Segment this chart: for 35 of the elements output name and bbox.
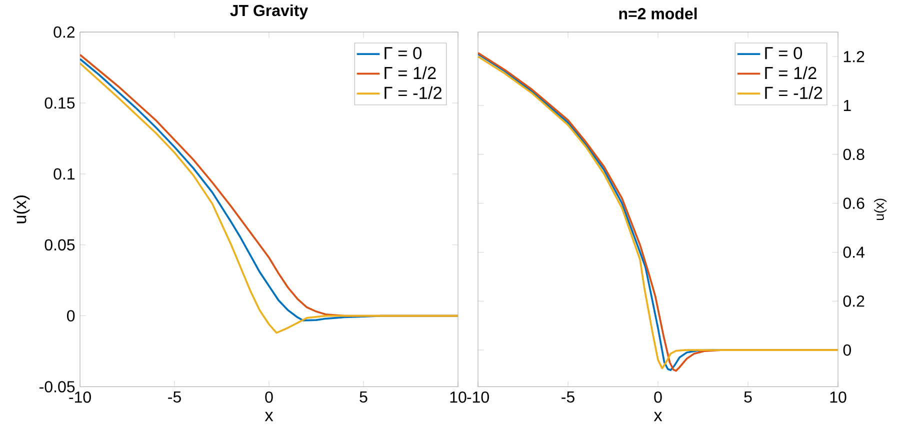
x-axis-title: x xyxy=(654,412,662,422)
y-tick-label: 1.2 xyxy=(844,50,864,62)
legend-label: Γ = 1/2 xyxy=(765,66,816,80)
y-tick-label: -0.05 xyxy=(40,381,75,392)
y-tick-label: 0.6 xyxy=(843,198,864,209)
x-tick-label: 10 xyxy=(830,391,846,403)
legend-label: Γ = -1/2 xyxy=(765,86,822,99)
legend-label: Γ = 0 xyxy=(765,46,802,60)
x-tick-label: -5 xyxy=(168,391,181,403)
y-tick-label: 0.1 xyxy=(54,168,75,180)
y-tick-label: 0.4 xyxy=(843,246,864,258)
y-tick-label: 0.2 xyxy=(843,295,864,307)
y-tick-label: 0.8 xyxy=(843,148,864,160)
legend-label: Γ = 0 xyxy=(384,46,422,60)
x-tick-label: 10 xyxy=(450,391,466,403)
chart-title: n=2 model xyxy=(619,8,697,20)
y-tick-label: 0 xyxy=(843,344,851,356)
legend-label: Γ = -1/2 xyxy=(384,86,442,99)
x-tick-label: -10 xyxy=(69,391,91,403)
y-tick-label: 0.2 xyxy=(54,26,74,38)
y-tick-label: 0.05 xyxy=(44,239,75,250)
y-tick-label: 0.15 xyxy=(44,97,75,109)
x-axis-title: x xyxy=(264,412,274,422)
y-tick-label: 1 xyxy=(844,100,851,111)
x-tick-label: 0 xyxy=(265,391,273,403)
x-tick-label: 5 xyxy=(744,391,752,403)
x-tick-label: 5 xyxy=(360,391,368,403)
x-tick-label: -10 xyxy=(467,391,489,403)
y-axis-title: u(x) xyxy=(14,196,30,224)
y-tick-label: 0 xyxy=(67,310,75,322)
y-axis-title: u(x) xyxy=(874,198,887,220)
x-tick-label: 0 xyxy=(654,391,662,403)
x-tick-label: -5 xyxy=(562,391,574,403)
chart-title: JT Gravity xyxy=(230,4,308,20)
legend-label: Γ = 1/2 xyxy=(384,66,436,80)
